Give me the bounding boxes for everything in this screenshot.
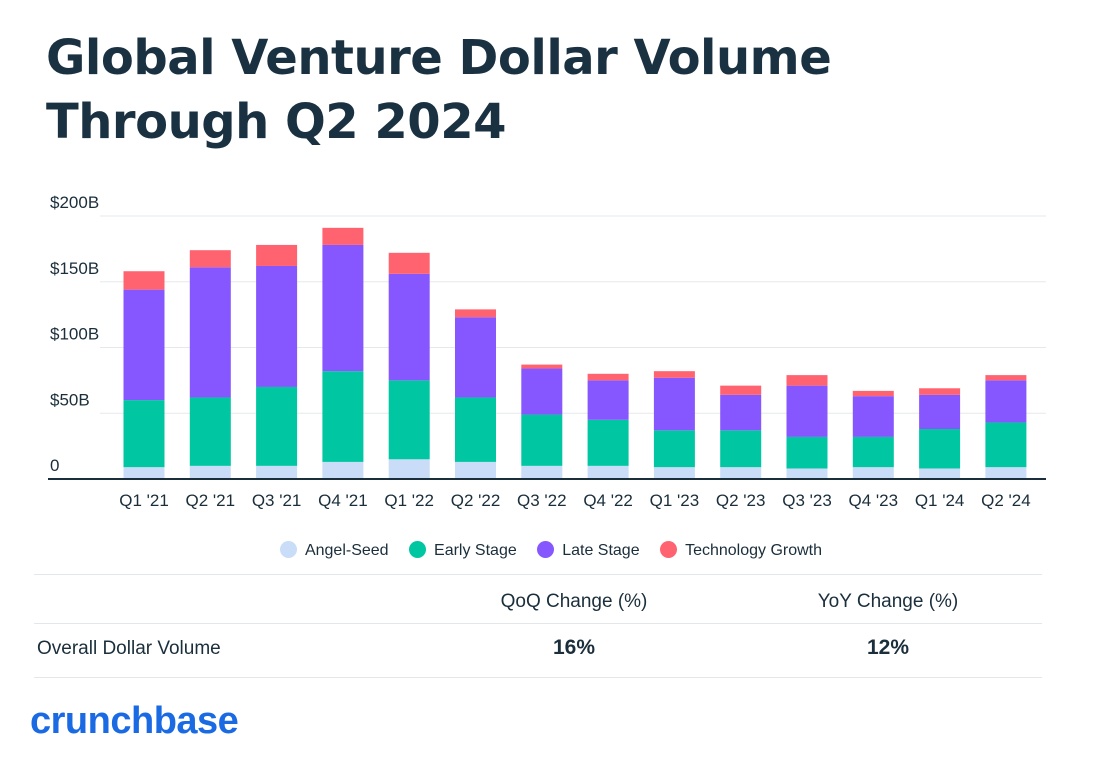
bar-segment-angel-seed — [653, 467, 695, 479]
bar-segment-late-stage — [322, 244, 364, 372]
late-stage-swatch-icon — [537, 541, 555, 558]
chart-legend: Angel-Seed Early Stage Late Stage Techno… — [0, 541, 1102, 560]
bar-segment-angel-seed — [388, 459, 430, 479]
bar-segment-early-stage — [322, 371, 364, 462]
x-tick-label: Q1 '24 — [915, 491, 965, 510]
x-tick-label: Q1 '21 — [119, 491, 169, 510]
y-tick-label: 0 — [50, 456, 59, 475]
bar-segment-technology-growth — [388, 252, 430, 274]
bar-segment-angel-seed — [256, 465, 298, 479]
bar-segment-early-stage — [388, 380, 430, 460]
x-tick-label: Q4 '21 — [318, 491, 368, 510]
x-tick-label: Q2 '23 — [716, 491, 766, 510]
bar-segment-technology-growth — [455, 309, 496, 318]
bar-segment-technology-growth — [852, 390, 894, 397]
x-tick-label: Q3 '22 — [517, 491, 567, 510]
bar-segment-technology-growth — [521, 364, 563, 369]
bar-segment-early-stage — [587, 419, 629, 466]
early-stage-swatch-icon — [409, 541, 427, 558]
bar-segment-late-stage — [720, 394, 762, 431]
x-tick-label: Q4 '23 — [849, 491, 899, 510]
bar-segment-technology-growth — [653, 371, 695, 378]
y-tick-label: $100B — [50, 325, 99, 344]
bar-segment-technology-growth — [123, 271, 165, 290]
technology-growth-swatch-icon — [660, 541, 678, 558]
bar-segment-early-stage — [720, 430, 762, 468]
divider — [34, 677, 1042, 678]
bar-segment-early-stage — [521, 414, 563, 466]
bar-segment-early-stage — [919, 429, 961, 469]
crunchbase-logo: crunchbase — [30, 700, 239, 742]
bar-segment-technology-growth — [322, 227, 364, 245]
bar-segment-angel-seed — [985, 467, 1027, 479]
bar-segment-angel-seed — [455, 461, 496, 479]
bar-segment-early-stage — [123, 400, 165, 468]
x-tick-label: Q3 '21 — [252, 491, 302, 510]
bar-segment-early-stage — [653, 430, 695, 468]
bar-segment-technology-growth — [720, 385, 762, 395]
legend-label: Late Stage — [562, 542, 640, 559]
qoq-value: 16% — [552, 636, 596, 659]
legend-label: Angel-Seed — [304, 542, 389, 559]
bar-segment-angel-seed — [189, 465, 231, 479]
y-tick-label: $150B — [50, 259, 99, 278]
bar-segment-angel-seed — [123, 467, 165, 479]
bar-segment-late-stage — [786, 385, 828, 437]
bar-segment-late-stage — [123, 289, 165, 401]
yoy-value: 12% — [866, 636, 910, 659]
bar-segment-angel-seed — [587, 465, 629, 479]
x-tick-label: Q1 '22 — [384, 491, 434, 510]
x-tick-label: Q2 '22 — [451, 491, 501, 510]
legend-label: Technology Growth — [685, 542, 823, 559]
bar-segment-angel-seed — [786, 468, 828, 479]
bar-segment-late-stage — [587, 380, 629, 420]
bar-segment-late-stage — [653, 377, 695, 431]
legend-label: Early Stage — [434, 542, 517, 559]
bar-segment-late-stage — [521, 368, 563, 415]
bar-segment-technology-growth — [786, 375, 828, 386]
bar-segment-late-stage — [388, 273, 430, 381]
bar-segment-angel-seed — [322, 461, 364, 479]
bar-segment-technology-growth — [256, 244, 298, 266]
chart-title: Global Venture Dollar Volume Through Q2 … — [46, 30, 832, 150]
bar-segment-technology-growth — [919, 388, 961, 395]
divider — [34, 574, 1042, 575]
bar-segment-angel-seed — [720, 467, 762, 479]
bar-segment-late-stage — [256, 265, 298, 387]
legend-item-angel-seed: Angel-Seed — [279, 541, 389, 560]
yoy-header: YoY Change (%) — [817, 591, 959, 612]
bar-segment-early-stage — [985, 422, 1027, 468]
bar-segment-technology-growth — [985, 375, 1027, 381]
bar-segment-angel-seed — [919, 468, 961, 479]
x-tick-label: Q4 '22 — [583, 491, 633, 510]
bar-segment-early-stage — [786, 436, 828, 469]
angel-seed-swatch-icon — [279, 541, 297, 558]
x-tick-label: Q2 '24 — [981, 491, 1031, 510]
x-tick-label: Q1 '23 — [650, 491, 700, 510]
x-tick-label: Q2 '21 — [186, 491, 236, 510]
divider — [34, 623, 1042, 624]
x-tick-label: Q3 '23 — [782, 491, 832, 510]
bar-segment-late-stage — [455, 317, 496, 398]
bar-segment-angel-seed — [852, 467, 894, 479]
stacked-bar-chart: 0 $50B $100B $150B $200B Q1 '21 Q2 '21 Q3 '21 Q4… — [48, 193, 1046, 510]
overall-dollar-volume-label: Overall Dollar Volume — [37, 638, 221, 659]
qoq-header: QoQ Change (%) — [500, 591, 648, 612]
legend-item-late-stage: Late Stage — [537, 541, 640, 560]
bar-segment-late-stage — [985, 380, 1027, 423]
bar-segment-early-stage — [256, 386, 298, 466]
bar-segment-angel-seed — [521, 465, 563, 479]
bar-segment-technology-growth — [587, 373, 629, 381]
y-tick-label: $50B — [50, 390, 90, 409]
legend-item-early-stage: Early Stage — [409, 541, 517, 560]
bar-segment-late-stage — [852, 396, 894, 437]
bar-segment-late-stage — [189, 267, 231, 398]
bar-segment-early-stage — [189, 397, 231, 466]
bar-segment-early-stage — [455, 397, 496, 462]
y-tick-label: $200B — [50, 193, 99, 212]
bar-segment-late-stage — [919, 394, 961, 430]
bar-segment-early-stage — [852, 436, 894, 468]
bar-segment-technology-growth — [189, 250, 231, 268]
legend-item-technology-growth: Technology Growth — [660, 541, 822, 560]
